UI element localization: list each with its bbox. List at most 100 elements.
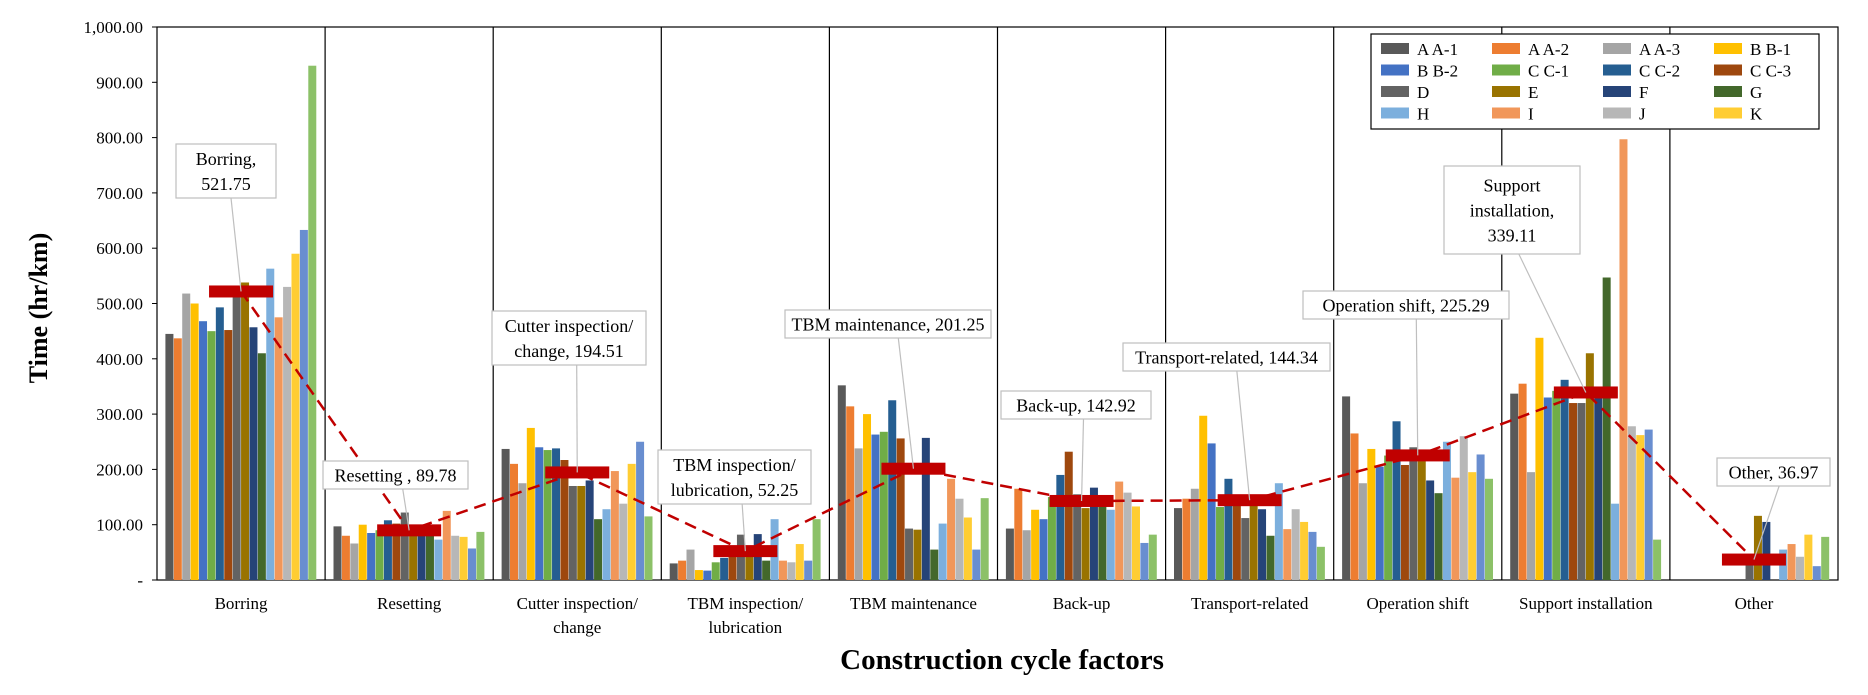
bar xyxy=(375,530,384,580)
annotation-box xyxy=(1302,290,1510,320)
bar xyxy=(392,523,401,580)
annotation-text: Other, 36.97 xyxy=(1729,463,1819,483)
bar xyxy=(333,526,342,580)
bar xyxy=(1484,478,1493,580)
bar xyxy=(291,253,300,581)
bar xyxy=(266,268,275,580)
x-tick-label: lubrication xyxy=(709,618,783,637)
bar xyxy=(1031,509,1040,580)
bar xyxy=(173,338,182,580)
legend-label: B B-1 xyxy=(1750,40,1791,59)
bar xyxy=(577,485,586,580)
annotation-box xyxy=(657,449,812,505)
bar xyxy=(1384,455,1393,580)
bar xyxy=(409,535,418,580)
bar xyxy=(1047,497,1056,580)
bar xyxy=(249,327,258,580)
bars xyxy=(165,65,1830,581)
legend-label: F xyxy=(1639,83,1648,102)
legend-box xyxy=(1370,33,1820,130)
bar xyxy=(451,535,460,580)
bar xyxy=(459,536,468,580)
bar xyxy=(762,560,771,580)
legend-swatch xyxy=(1492,43,1520,54)
bar xyxy=(501,448,510,580)
bar xyxy=(518,483,527,580)
bar xyxy=(1644,429,1653,580)
bar xyxy=(1409,447,1418,580)
bar xyxy=(1434,493,1443,580)
bar xyxy=(526,427,535,580)
bar xyxy=(341,535,350,580)
legend-swatch xyxy=(1603,107,1631,119)
bar xyxy=(863,414,872,580)
bar xyxy=(274,317,283,580)
bar xyxy=(787,562,796,580)
annotation-text: TBM maintenance, 201.25 xyxy=(792,315,985,335)
bar xyxy=(1140,542,1149,580)
bar xyxy=(921,437,930,580)
x-tick-label: change xyxy=(553,618,601,637)
bar xyxy=(1602,277,1611,580)
bar xyxy=(1619,139,1628,580)
annotation-box xyxy=(1716,457,1831,487)
annotation-text: Borring, xyxy=(196,149,257,169)
bar xyxy=(1535,337,1544,580)
bar xyxy=(1795,556,1804,580)
bar xyxy=(972,549,981,580)
bar xyxy=(1182,498,1191,580)
annotation-text: TBM inspection/ xyxy=(673,455,796,475)
bar xyxy=(854,448,863,580)
y-tick-label: 100.00 xyxy=(96,516,143,535)
y-tick-label: 500.00 xyxy=(96,295,143,314)
annotation-leader xyxy=(897,337,915,469)
bar xyxy=(1232,505,1241,580)
bar xyxy=(1745,560,1754,580)
annotation-text: 521.75 xyxy=(201,174,251,194)
bar xyxy=(308,65,317,580)
bar xyxy=(837,385,846,580)
x-tick-label: TBM maintenance xyxy=(850,594,977,613)
bar xyxy=(560,460,569,580)
bar xyxy=(283,286,292,580)
annotation-text: Cutter inspection/ xyxy=(505,316,633,336)
bar xyxy=(1308,531,1317,580)
annotation-text: Operation shift, 225.29 xyxy=(1323,296,1490,316)
bar xyxy=(720,557,729,580)
annotation-leader xyxy=(576,364,578,473)
annotation-leader xyxy=(1415,318,1419,456)
annotation-leader xyxy=(402,488,410,531)
bar xyxy=(1106,509,1115,580)
annotation-text: lubrication, 52.25 xyxy=(671,480,798,500)
legend-label: G xyxy=(1750,83,1762,102)
annotation-text: 339.11 xyxy=(1488,226,1537,246)
bar xyxy=(879,431,888,580)
bar xyxy=(215,307,224,580)
bar xyxy=(644,516,653,580)
legend-label: H xyxy=(1417,105,1429,124)
bar xyxy=(1392,421,1401,580)
bar xyxy=(568,485,577,580)
bar xyxy=(1552,390,1561,580)
bar xyxy=(846,406,855,580)
y-tick-label: 700.00 xyxy=(96,184,143,203)
bar xyxy=(1459,436,1468,580)
bar xyxy=(1241,518,1250,580)
bar xyxy=(1611,503,1620,580)
bar xyxy=(812,519,821,580)
x-tick-label: Borring xyxy=(215,594,268,613)
bar xyxy=(728,552,737,580)
bar xyxy=(905,528,914,580)
bar xyxy=(400,512,409,580)
bar xyxy=(1367,448,1376,580)
annotation-box xyxy=(784,309,992,339)
annotation-text: Back-up, 142.92 xyxy=(1016,396,1135,416)
bar xyxy=(930,549,939,580)
bar xyxy=(1207,443,1216,580)
bar xyxy=(955,498,964,580)
bar xyxy=(938,523,947,580)
y-tick-label: - xyxy=(137,571,143,590)
bar xyxy=(1274,483,1283,580)
bar xyxy=(1199,415,1208,580)
